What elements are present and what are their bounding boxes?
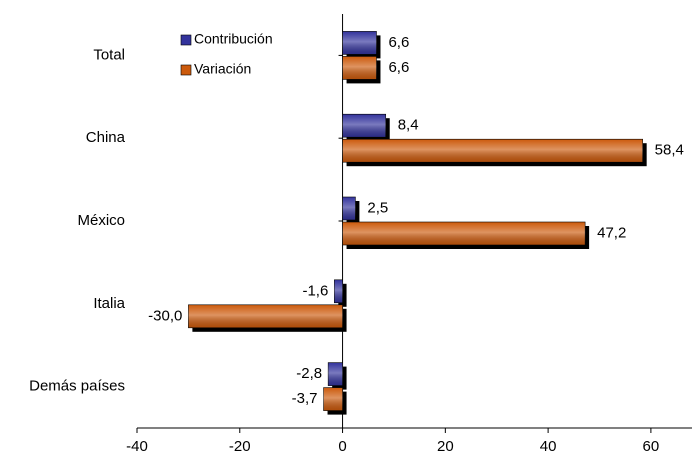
y-tick-label: México xyxy=(77,212,125,229)
legend-swatch xyxy=(180,34,192,46)
value-label: 6,6 xyxy=(388,34,409,51)
legend: Contribución Variación xyxy=(180,31,273,77)
bar-highlight xyxy=(342,56,377,80)
value-label: 2,5 xyxy=(367,199,388,216)
x-tick-label: -20 xyxy=(229,438,251,455)
value-label: 58,4 xyxy=(655,142,684,159)
bar-highlight xyxy=(342,31,377,55)
legend-label: Variación xyxy=(194,61,251,77)
legend-swatch xyxy=(180,64,192,76)
bar-highlight xyxy=(342,197,356,220)
value-label: 47,2 xyxy=(597,224,626,241)
y-tick-label: Demás países xyxy=(29,378,125,395)
bar-highlight xyxy=(328,362,343,386)
y-tick-label: Total xyxy=(93,46,125,63)
x-tick-label: 0 xyxy=(338,438,346,455)
value-label: -3,7 xyxy=(292,390,318,407)
bar-highlight xyxy=(188,304,343,328)
x-tick-label: 40 xyxy=(540,438,557,455)
legend-label: Contribución xyxy=(194,31,273,47)
bar-highlight xyxy=(334,279,343,303)
x-tick-label: -40 xyxy=(126,438,148,455)
value-label: -1,6 xyxy=(302,282,328,299)
x-tick-label: 60 xyxy=(643,438,660,455)
value-label: 6,6 xyxy=(388,59,409,76)
bar-highlight xyxy=(342,139,643,163)
y-tick-label: Italia xyxy=(93,295,125,312)
value-label: 8,4 xyxy=(398,117,419,134)
bar-highlight xyxy=(323,387,343,411)
x-tick-label: 20 xyxy=(437,438,454,455)
bar-highlight xyxy=(342,114,386,138)
bar-highlight xyxy=(342,222,586,245)
y-tick-label: China xyxy=(86,129,126,146)
value-label: -2,8 xyxy=(296,365,322,382)
value-label: -30,0 xyxy=(148,307,182,324)
